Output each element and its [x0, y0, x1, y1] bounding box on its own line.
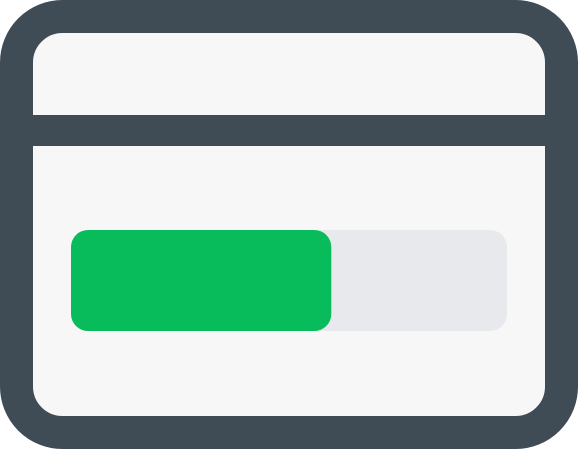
title-bar-divider — [17, 115, 561, 146]
progress-fill — [71, 230, 332, 331]
